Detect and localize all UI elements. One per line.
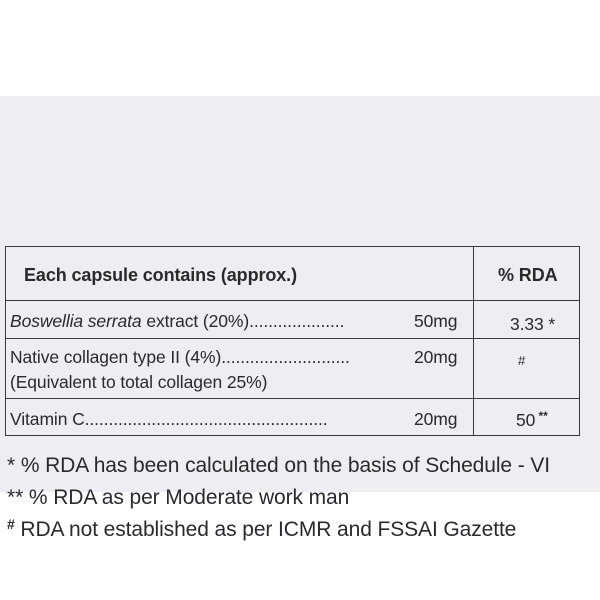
rda-mark: * [543, 314, 556, 334]
rda-value: 50 [516, 410, 536, 430]
table-row: Vitamin C...............................… [6, 399, 579, 435]
header-rda-label: % RDA [498, 265, 558, 285]
ingredient-amount: 20mg [414, 347, 458, 367]
footnote-text: RDA not established as per ICMR and FSSA… [14, 518, 517, 541]
table-row: Native collagen type II (4%)............… [6, 339, 579, 399]
ingredient-amount: 50mg [414, 311, 458, 331]
footnote-text: % RDA has been calculated on the basis o… [15, 454, 550, 477]
header-contents-label: Each capsule contains (approx.) [24, 265, 297, 285]
rda-value: 3.33 [510, 314, 544, 334]
ingredient-name: Vitamin C...............................… [10, 409, 328, 429]
ingredient-rda: # [518, 353, 526, 368]
ingredient-name-italic: Boswellia serrata [10, 311, 142, 331]
footnote: # RDA not established as per ICMR and FS… [7, 516, 516, 542]
ingredient-note: (Equivalent to total collagen 25%) [10, 372, 268, 392]
table-header-row: Each capsule contains (approx.) % RDA [6, 247, 579, 301]
ingredient-name: Boswellia serrata extract (20%).........… [10, 311, 344, 332]
composition-table: Each capsule contains (approx.) % RDA Bo… [5, 246, 580, 436]
ingredient-amount: 20mg [414, 409, 458, 429]
ingredient-rda: 3.33 * [510, 314, 555, 335]
footnote-mark: ** [7, 486, 24, 509]
footnote-mark: * [7, 454, 16, 477]
footnote: * % RDA has been calculated on the basis… [7, 454, 550, 478]
footnote-mark: # [7, 516, 15, 532]
label-panel: Each capsule contains (approx.) % RDA Bo… [0, 96, 600, 541]
column-divider [473, 247, 474, 435]
ingredient-name-rest: extract (20%).................... [141, 311, 345, 331]
footnote-text: % RDA as per Moderate work man [23, 486, 350, 509]
table-row: Boswellia serrata extract (20%).........… [6, 301, 579, 339]
ingredient-name: Native collagen type II (4%)............… [10, 347, 350, 367]
footnote: ** % RDA as per Moderate work man [7, 486, 349, 510]
ingredient-rda: 50 ** [516, 409, 548, 431]
rda-mark: ** [535, 409, 548, 423]
